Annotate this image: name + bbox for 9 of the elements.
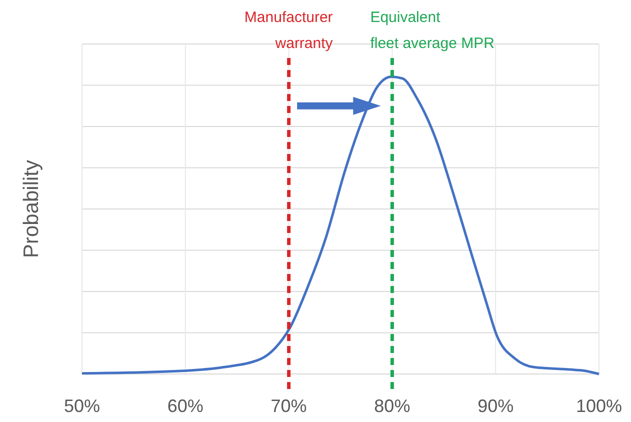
x-tick-label: 100% bbox=[576, 396, 622, 416]
ref-line-label: Equivalent fleet average MPR bbox=[370, 9, 495, 52]
x-tick-label: 50% bbox=[64, 396, 100, 416]
x-tick-label: 60% bbox=[167, 396, 204, 416]
y-axis-title: Probability bbox=[20, 159, 43, 258]
ref-line-label: Manufacturer warranty bbox=[244, 9, 334, 52]
x-tick-label: 90% bbox=[478, 396, 514, 416]
x-tick-label: 70% bbox=[270, 396, 307, 416]
x-tick-label: 80% bbox=[374, 396, 410, 416]
